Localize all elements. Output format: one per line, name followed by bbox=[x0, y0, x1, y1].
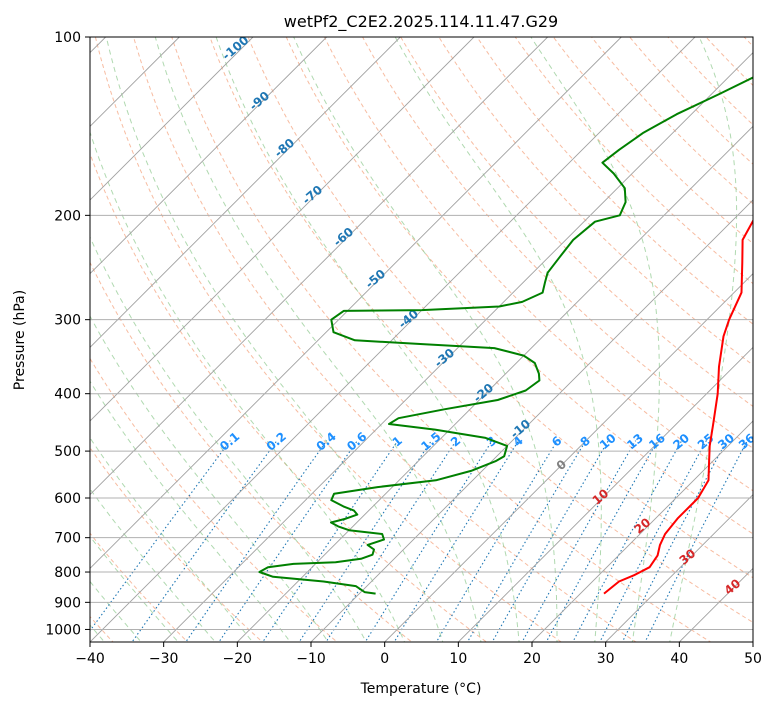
isotherm-line bbox=[90, 37, 254, 201]
dry-adiabat-line bbox=[438, 37, 753, 366]
x-tick-label: 0 bbox=[380, 651, 389, 667]
moist-adiabat-line bbox=[215, 37, 520, 642]
isotherm-line bbox=[163, 52, 753, 642]
x-tick-label: 30 bbox=[597, 651, 615, 667]
x-tick-label: 40 bbox=[670, 651, 688, 667]
isotherm-line bbox=[458, 346, 753, 642]
y-tick-label: 300 bbox=[54, 313, 81, 329]
plot-frame bbox=[89, 36, 754, 643]
isotherms bbox=[90, 37, 753, 642]
mixing-ratio-line bbox=[298, 440, 432, 642]
isotherm-line bbox=[384, 273, 753, 642]
mixing-ratio-line bbox=[131, 440, 278, 642]
mixing-ratio-line bbox=[491, 440, 609, 642]
isotherm-line bbox=[310, 199, 753, 642]
mixing-ratio-line bbox=[545, 440, 659, 642]
y-axis-ticks: 100 200 300 400 500 600 700 800 900 1000 bbox=[45, 30, 90, 638]
chart-title: wetPf2_C2E2.2025.114.11.47.G29 bbox=[284, 12, 558, 32]
temperature-profile bbox=[603, 218, 753, 595]
dry-adiabat-line bbox=[90, 261, 413, 642]
y-tick-label: 200 bbox=[54, 208, 81, 224]
y-tick-label: 800 bbox=[54, 565, 81, 581]
mixing-ratio-lines bbox=[90, 440, 748, 642]
mixing-ratio-line bbox=[325, 440, 457, 642]
isotherm-line bbox=[90, 37, 622, 569]
mixing-ratio-line bbox=[435, 440, 558, 642]
y-tick-label: 100 bbox=[54, 30, 81, 46]
mixing-ratio-line bbox=[521, 440, 637, 642]
dry-adiabat-line bbox=[362, 37, 753, 449]
y-axis-label: Pressure (hPa) bbox=[12, 290, 28, 390]
isotherm-line bbox=[90, 37, 401, 348]
profiles bbox=[258, 76, 753, 595]
dry-adiabat-line bbox=[323, 37, 753, 492]
mixing-ratio-line bbox=[599, 440, 707, 642]
isotherm-line bbox=[237, 125, 753, 642]
x-tick-label: −20 bbox=[223, 651, 253, 667]
isotherm-line bbox=[90, 37, 475, 422]
isotherm-line bbox=[90, 37, 548, 496]
moist-adiabat-line bbox=[669, 37, 738, 642]
plot-area: 0.1 0.2 0.4 0.6 1 1.5 2 3 4 6 8 10 13 16 20 253036-100-… bbox=[90, 37, 753, 642]
isobars bbox=[90, 37, 753, 630]
dry-adiabat-line bbox=[667, 37, 753, 126]
dewpoint-profile bbox=[258, 76, 753, 595]
y-tick-label: 600 bbox=[54, 491, 81, 507]
y-tick-label: 400 bbox=[54, 387, 81, 403]
y-tick-label: 1000 bbox=[45, 622, 81, 638]
y-tick-label: 500 bbox=[54, 444, 81, 460]
x-tick-label: −30 bbox=[149, 651, 179, 667]
mixing-ratio-line bbox=[644, 440, 748, 642]
y-tick-label: 700 bbox=[54, 531, 81, 547]
dry-adiabat-line bbox=[94, 37, 563, 642]
x-axis-label: Temperature (°C) bbox=[360, 681, 482, 697]
isotherm-line bbox=[90, 37, 327, 275]
dry-adiabat-line bbox=[247, 37, 753, 579]
mixing-ratio-line bbox=[572, 440, 683, 642]
mixing-ratio-line bbox=[466, 440, 587, 642]
x-axis-ticks: −40 −30 −20 −10 0 10 20 30 40 50 bbox=[75, 642, 762, 667]
isotherm-line bbox=[90, 37, 696, 642]
moist-adiabat-line bbox=[90, 535, 179, 642]
isotherm-line bbox=[605, 494, 753, 642]
mixing-ratio-line bbox=[262, 440, 399, 642]
dry-adiabat-line bbox=[514, 37, 753, 285]
x-tick-label: 10 bbox=[449, 651, 467, 667]
moist-adiabat-line bbox=[90, 580, 142, 642]
y-tick-label: 900 bbox=[54, 595, 81, 611]
dry-adiabat-line bbox=[476, 37, 753, 325]
x-tick-label: 20 bbox=[523, 651, 541, 667]
x-tick-label: −40 bbox=[75, 651, 105, 667]
mixing-ratio-line bbox=[621, 440, 728, 642]
dry-adiabat-line bbox=[285, 37, 753, 535]
x-tick-label: 50 bbox=[744, 651, 762, 667]
x-tick-label: −10 bbox=[296, 651, 326, 667]
dry-adiabat-line bbox=[171, 37, 712, 642]
mixing-ratio-line bbox=[364, 440, 493, 642]
isotherm-line bbox=[531, 420, 753, 642]
dry-adiabat-line bbox=[400, 37, 753, 407]
